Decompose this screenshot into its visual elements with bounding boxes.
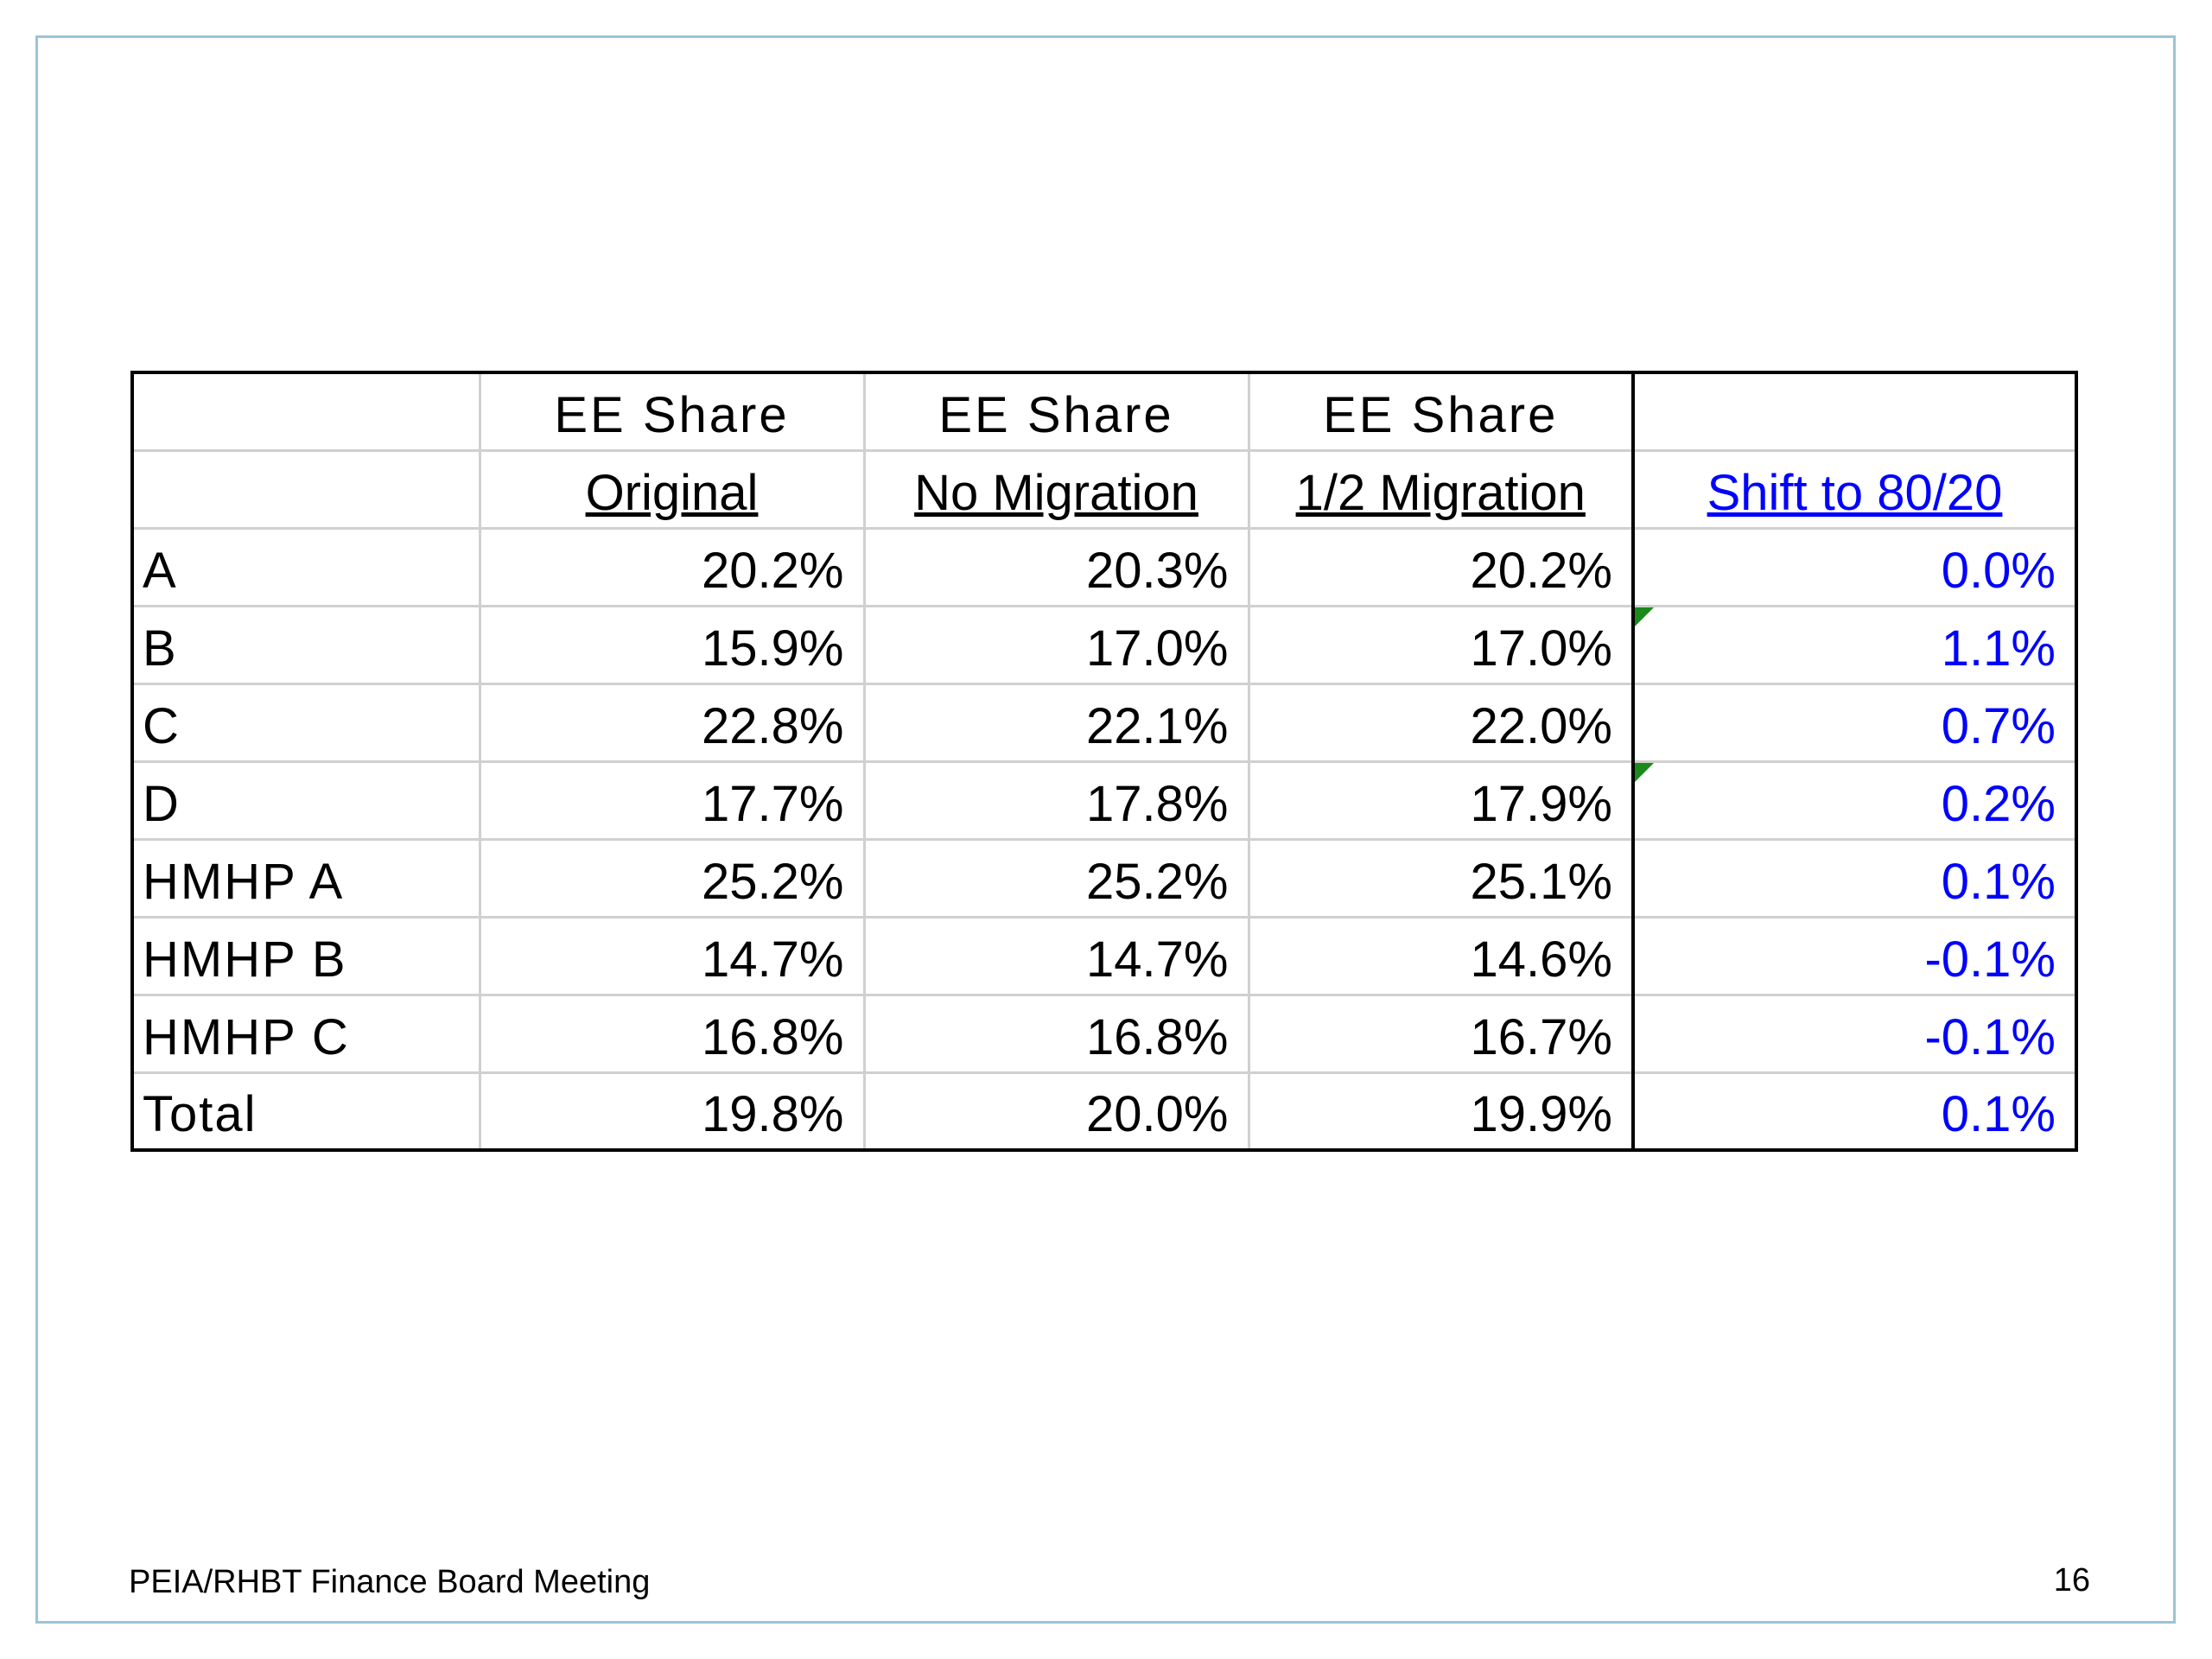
header-ee-share-no-migration: EE Share: [862, 371, 1250, 452]
cell-no-migration: 20.3%: [862, 526, 1250, 607]
ee-share-table: EE Share EE Share EE Share Original No M…: [130, 371, 2078, 1152]
slide-frame: [35, 35, 2176, 1624]
cell-no-migration: 20.0%: [862, 1071, 1250, 1152]
cell-half-migration: 19.9%: [1247, 1071, 1635, 1152]
row-label: A: [130, 526, 481, 607]
table-row-total: Total 19.8% 20.0% 19.9% 0.1%: [130, 1071, 2078, 1152]
cell-original: 17.7%: [478, 760, 866, 841]
row-label: HMHP A: [130, 837, 481, 918]
cell-shift: 0.1%: [1631, 1071, 2078, 1152]
header-ee-share-half-migration: EE Share: [1247, 371, 1635, 452]
cell-no-migration: 14.7%: [862, 915, 1250, 996]
footer-title: PEIA/RHBT Finance Board Meeting: [129, 1564, 651, 1600]
table-row: A 20.2% 20.3% 20.2% 0.0%: [130, 526, 2078, 607]
cell-half-migration: 22.0%: [1247, 682, 1635, 763]
row-label: B: [130, 604, 481, 685]
row-label: C: [130, 682, 481, 763]
header-shift-link[interactable]: Shift to 80/20: [1631, 448, 2078, 530]
row-label: HMHP B: [130, 915, 481, 996]
table-row: HMHP A 25.2% 25.2% 25.1% 0.1%: [130, 837, 2078, 918]
table-row: HMHP C 16.8% 16.8% 16.7% -0.1%: [130, 993, 2078, 1074]
cell-shift: 0.1%: [1631, 837, 2078, 918]
table-row: B 15.9% 17.0% 17.0% 1.1%: [130, 604, 2078, 685]
row-label: D: [130, 760, 481, 841]
cell-original: 20.2%: [478, 526, 866, 607]
table-row: C 22.8% 22.1% 22.0% 0.7%: [130, 682, 2078, 763]
table-row: HMHP B 14.7% 14.7% 14.6% -0.1%: [130, 915, 2078, 996]
cell-shift: 0.0%: [1631, 526, 2078, 607]
header-original: Original: [478, 448, 866, 530]
cell-shift: -0.1%: [1631, 915, 2078, 996]
cell-half-migration: 25.1%: [1247, 837, 1635, 918]
header-half-migration-text: 1/2 Migration: [1295, 464, 1586, 521]
row-label: Total: [130, 1071, 481, 1152]
header-no-migration-text: No Migration: [914, 464, 1198, 521]
cell-half-migration: 17.9%: [1247, 760, 1635, 841]
cell-original: 15.9%: [478, 604, 866, 685]
cell-shift: -0.1%: [1631, 993, 2078, 1074]
cell-no-migration: 17.8%: [862, 760, 1250, 841]
cell-no-migration: 22.1%: [862, 682, 1250, 763]
cell-half-migration: 20.2%: [1247, 526, 1635, 607]
header-top-shift: [1631, 371, 2078, 452]
header-no-migration: No Migration: [862, 448, 1250, 530]
header-shift-text[interactable]: Shift to 80/20: [1707, 464, 2003, 521]
cell-shift: 0.2%: [1631, 760, 2078, 841]
cell-original: 19.8%: [478, 1071, 866, 1152]
header-row-top: EE Share EE Share EE Share: [130, 371, 2078, 452]
cell-original: 22.8%: [478, 682, 866, 763]
cell-shift: 0.7%: [1631, 682, 2078, 763]
cell-no-migration: 16.8%: [862, 993, 1250, 1074]
header-top-label: [130, 371, 481, 452]
header-ee-share-original: EE Share: [478, 371, 866, 452]
table-row: D 17.7% 17.8% 17.9% 0.2%: [130, 760, 2078, 841]
cell-half-migration: 17.0%: [1247, 604, 1635, 685]
cell-no-migration: 25.2%: [862, 837, 1250, 918]
cell-original: 16.8%: [478, 993, 866, 1074]
cell-shift: 1.1%: [1631, 604, 2078, 685]
header-original-text: Original: [585, 464, 759, 521]
header-row-sub: Original No Migration 1/2 Migration Shif…: [130, 448, 2078, 530]
cell-original: 25.2%: [478, 837, 866, 918]
page-number: 16: [2053, 1562, 2090, 1599]
cell-half-migration: 14.6%: [1247, 915, 1635, 996]
cell-original: 14.7%: [478, 915, 866, 996]
header-sub-label: [130, 448, 481, 530]
row-label: HMHP C: [130, 993, 481, 1074]
cell-no-migration: 17.0%: [862, 604, 1250, 685]
header-half-migration: 1/2 Migration: [1247, 448, 1635, 530]
cell-half-migration: 16.7%: [1247, 993, 1635, 1074]
